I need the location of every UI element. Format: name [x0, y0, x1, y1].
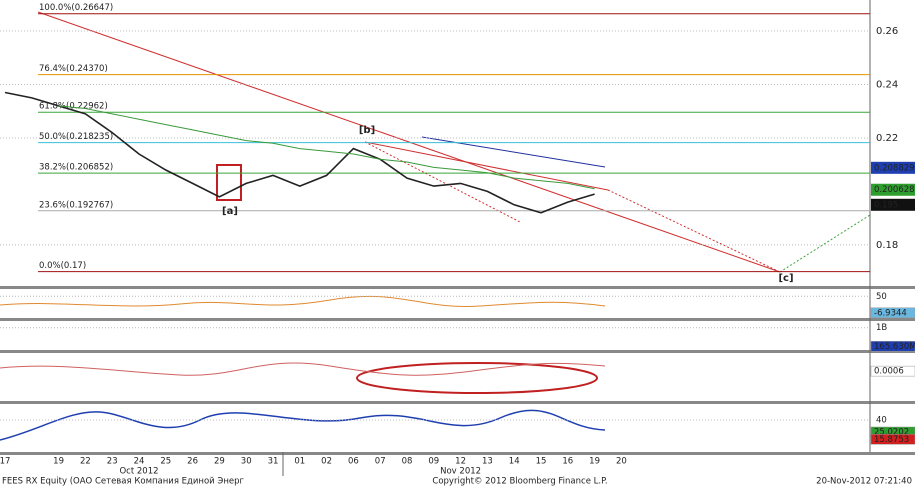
y-tick-label: 0.24 — [876, 79, 898, 90]
fib-label: 76.4%(0.24370) — [39, 64, 108, 74]
panel-marker — [870, 365, 915, 377]
wave-label: [b] — [359, 125, 375, 136]
panel-marker — [870, 307, 915, 319]
panel-marker — [870, 434, 915, 445]
x-tick-label: 31 — [268, 457, 279, 467]
price-marker-label: 0.200628 — [874, 185, 915, 195]
x-tick-label: 06 — [348, 457, 359, 467]
x-tick-label: 08 — [402, 457, 413, 467]
panel-tick-label: 50 — [876, 292, 887, 302]
wave-label: [c] — [778, 273, 793, 284]
panel-marker-label: -6.9344 — [874, 308, 907, 318]
month-label: Oct 2012 — [119, 467, 158, 477]
price-marker — [871, 198, 915, 211]
price-marker-label: 0.208829 — [874, 163, 915, 173]
panel-marker-label: 165.630M — [874, 342, 915, 352]
panel-marker — [870, 341, 915, 352]
x-tick-label: 19 — [53, 457, 64, 467]
y-tick-label: 0.22 — [876, 133, 898, 144]
y-tick-label: 0.26 — [876, 26, 898, 37]
price-line — [4, 91, 595, 214]
footer-timestamp: 20-Nov-2012 07:21:40 — [816, 477, 912, 487]
x-tick-label: 12 — [455, 457, 466, 467]
panel-tick-label: 1B — [876, 323, 887, 333]
drawings — [0, 11, 871, 441]
x-tick-label: 19 — [589, 457, 600, 467]
x-tick-label: 23 — [107, 457, 118, 467]
fib-label: 50.0%(0.218235) — [39, 132, 113, 142]
panel-tick-label: 40 — [876, 416, 887, 426]
x-tick-label: 09 — [428, 457, 439, 467]
panel-marker-label: 25.0202 — [874, 427, 909, 437]
panel-marker-label: 15.8753 — [874, 435, 909, 445]
x-tick-label: 01 — [294, 457, 305, 467]
price-line — [58, 105, 595, 190]
x-tick-label: 16 — [562, 457, 573, 467]
y-tick-label: 0.18 — [876, 240, 898, 251]
x-tick-label: 26 — [187, 457, 198, 467]
x-tick-label: 14 — [509, 457, 520, 467]
x-tick-label: 24 — [134, 457, 145, 467]
fib-label: 23.6%(0.192767) — [39, 200, 113, 210]
footer-ticker: FEES RX Equity (ОАО Сетевая Компания Еди… — [2, 477, 245, 487]
separators — [0, 286, 915, 455]
x-tick-label: 17 — [0, 457, 10, 467]
fib-label: 0.0%(0.17) — [39, 261, 86, 271]
price-marker — [871, 161, 915, 174]
x-tick-label: 02 — [321, 457, 332, 467]
x-tick-label: 29 — [214, 457, 225, 467]
x-tick-label: 13 — [482, 457, 493, 467]
fib-label: 100.0%(0.26647) — [39, 3, 113, 13]
panel-marker-label: 0.0006 — [874, 367, 904, 377]
price-marker — [871, 183, 915, 196]
x-tick-label: 30 — [241, 457, 252, 467]
fib-label: 61.8%(0.22962) — [39, 102, 108, 112]
x-tick-label: 15 — [536, 457, 547, 467]
x-tick-label: 20 — [616, 457, 627, 467]
month-label: Nov 2012 — [440, 467, 481, 477]
price-marker-label: 0.195 — [874, 200, 898, 210]
x-tick-label: 22 — [80, 457, 91, 467]
footer-copyright: Copyright© 2012 Bloomberg Finance L.P. — [432, 477, 607, 487]
x-tick-label: 25 — [160, 457, 171, 467]
x-tick-label: 07 — [375, 457, 386, 467]
fib-label: 38.2%(0.206852) — [39, 163, 113, 173]
wave-label: [a] — [222, 206, 238, 217]
